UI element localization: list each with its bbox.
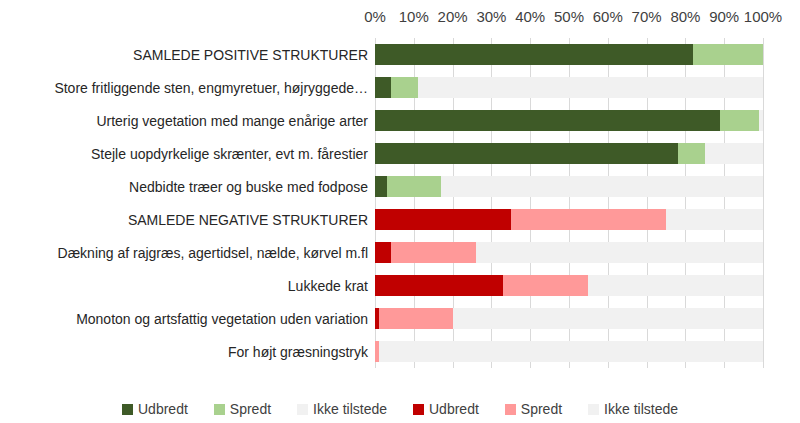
bar-segment-spredt <box>387 176 441 197</box>
category-label: Urterig vegetation med mange enårige art… <box>0 104 368 137</box>
bar-segment-ikke_tilstede <box>441 176 763 197</box>
bar-row <box>375 176 763 197</box>
x-tick-label: 100% <box>744 8 782 25</box>
legend-item: Spredt <box>214 401 271 417</box>
x-tick-label: 70% <box>632 8 662 25</box>
legend-label: Spredt <box>230 401 271 417</box>
x-tick-label: 50% <box>554 8 584 25</box>
bar-segment-spredt <box>391 242 476 263</box>
bar-segment-spredt <box>511 209 666 230</box>
legend-item: Ikke tilstede <box>588 401 678 417</box>
bar-segment-spredt <box>720 110 759 131</box>
bar-segment-udbredt <box>375 242 391 263</box>
category-label: Dækning af rajgræs, agertidsel, nælde, k… <box>0 236 368 269</box>
legend-label: Ikke tilstede <box>313 401 387 417</box>
bar-row <box>375 341 763 362</box>
legend-label: Spredt <box>521 401 562 417</box>
legend-label: Ikke tilstede <box>604 401 678 417</box>
category-label: Lukkede krat <box>0 269 368 302</box>
bar-row <box>375 110 763 131</box>
x-tick-label: 0% <box>364 8 386 25</box>
category-label: For højt græsningstryk <box>0 335 368 368</box>
stacked-bar-chart: 0% 10% 20% 30% 40% 50% 60% 70% 80% 90% 100% SAMLED… <box>0 0 800 423</box>
bar-segment-udbredt <box>375 209 511 230</box>
x-axis: 0% 10% 20% 30% 40% 50% 60% 70% 80% 90% 100% <box>0 0 800 38</box>
x-tick-label: 90% <box>709 8 739 25</box>
bar-segment-udbredt <box>375 143 678 164</box>
grid-line <box>763 38 764 368</box>
bar-row <box>375 143 763 164</box>
bar-row <box>375 242 763 263</box>
plot-area <box>375 38 763 368</box>
bar-segment-udbredt <box>375 44 693 65</box>
bar-segment-udbredt <box>375 176 387 197</box>
bar-segment-ikke_tilstede <box>666 209 763 230</box>
category-label: Monoton og artsfattig vegetation uden va… <box>0 302 368 335</box>
category-label: Store fritliggende sten, engmyretuer, hø… <box>0 71 368 104</box>
legend-item: Ikke tilstede <box>297 401 387 417</box>
bar-segment-udbredt <box>375 77 391 98</box>
legend-swatch-icon <box>505 404 516 415</box>
x-tick-label: 30% <box>476 8 506 25</box>
bar-segment-ikke_tilstede <box>453 308 763 329</box>
bar-row <box>375 77 763 98</box>
bar-segment-ikke_tilstede <box>705 143 763 164</box>
bar-segment-spredt <box>503 275 588 296</box>
legend-item: Spredt <box>505 401 562 417</box>
bar-row <box>375 44 763 65</box>
x-tick-label: 20% <box>438 8 468 25</box>
legend-swatch-icon <box>122 404 133 415</box>
legend-swatch-icon <box>588 404 599 415</box>
bar-row <box>375 308 763 329</box>
bar-segment-ikke_tilstede <box>588 275 763 296</box>
bar-row <box>375 275 763 296</box>
bar-segment-spredt <box>693 44 763 65</box>
category-label: Nedbidte træer og buske med fodpose <box>0 170 368 203</box>
legend-label: Udbredt <box>138 401 188 417</box>
x-tick-label: 40% <box>515 8 545 25</box>
legend: Udbredt Spredt Ikke tilstede Udbredt Spredt I… <box>0 401 800 417</box>
legend-item: Udbredt <box>122 401 188 417</box>
legend-swatch-icon <box>214 404 225 415</box>
bar-segment-spredt <box>391 77 418 98</box>
bar-segment-ikke_tilstede <box>759 110 763 131</box>
x-tick-label: 10% <box>399 8 429 25</box>
category-label: SAMLEDE POSITIVE STRUKTURER <box>0 38 368 71</box>
x-tick-label: 60% <box>593 8 623 25</box>
legend-swatch-icon <box>413 404 424 415</box>
bar-segment-spredt <box>678 143 705 164</box>
legend-swatch-icon <box>297 404 308 415</box>
bar-segment-ikke_tilstede <box>418 77 763 98</box>
legend-label: Udbredt <box>429 401 479 417</box>
category-label: Stejle uopdyrkelige skrænter, evt m. får… <box>0 137 368 170</box>
bar-segment-udbredt <box>375 275 503 296</box>
bar-segment-spredt <box>379 308 453 329</box>
bar-segment-ikke_tilstede <box>379 341 763 362</box>
legend-item: Udbredt <box>413 401 479 417</box>
x-tick-label: 80% <box>670 8 700 25</box>
category-label: SAMLEDE NEGATIVE STRUKTURER <box>0 203 368 236</box>
bar-segment-udbredt <box>375 110 720 131</box>
bar-row <box>375 209 763 230</box>
bar-segment-ikke_tilstede <box>476 242 763 263</box>
